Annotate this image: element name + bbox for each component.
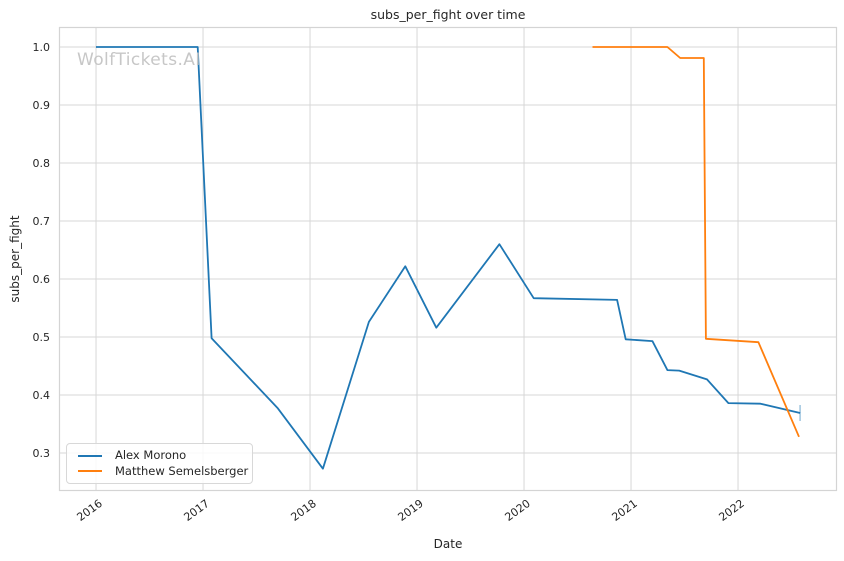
x-tick-label: 2020 bbox=[502, 497, 532, 524]
x-tick-label: 2019 bbox=[395, 497, 425, 524]
legend-item: Alex Morono bbox=[76, 448, 243, 462]
chart-title: subs_per_fight over time bbox=[370, 7, 526, 22]
y-tick-label: 0.3 bbox=[33, 447, 51, 460]
x-tick-label: 2018 bbox=[288, 497, 318, 524]
x-tick-label: 2017 bbox=[181, 497, 211, 524]
y-tick-label: 0.6 bbox=[33, 273, 51, 286]
y-tick-label: 0.7 bbox=[33, 215, 51, 228]
legend-label: Alex Morono bbox=[115, 448, 187, 462]
legend-line-swatch bbox=[78, 454, 102, 457]
watermark: WolfTickets.AI bbox=[77, 50, 201, 70]
y-tick-label: 0.9 bbox=[33, 99, 51, 112]
series-line bbox=[96, 46, 801, 470]
legend-item: Matthew Semelsberger bbox=[76, 465, 248, 478]
legend-label: Matthew Semelsberger bbox=[115, 463, 249, 478]
legend: Alex Morono Matthew Semelsberger bbox=[66, 443, 253, 484]
legend-line-swatch bbox=[78, 470, 102, 473]
x-tick-label: 2016 bbox=[74, 497, 104, 524]
series-line bbox=[592, 46, 800, 438]
y-tick-label: 0.5 bbox=[33, 331, 51, 344]
x-tick-label: 2022 bbox=[716, 497, 746, 524]
x-axis-label: Date bbox=[433, 537, 463, 551]
y-tick-label: 0.8 bbox=[33, 157, 51, 170]
plot-spines bbox=[58, 26, 838, 492]
y-tick-label: 0.4 bbox=[33, 389, 51, 402]
x-tick-label: 2021 bbox=[609, 497, 639, 524]
y-axis-label: subs_per_fight bbox=[8, 215, 22, 303]
y-tick-label: 1.0 bbox=[33, 41, 51, 54]
